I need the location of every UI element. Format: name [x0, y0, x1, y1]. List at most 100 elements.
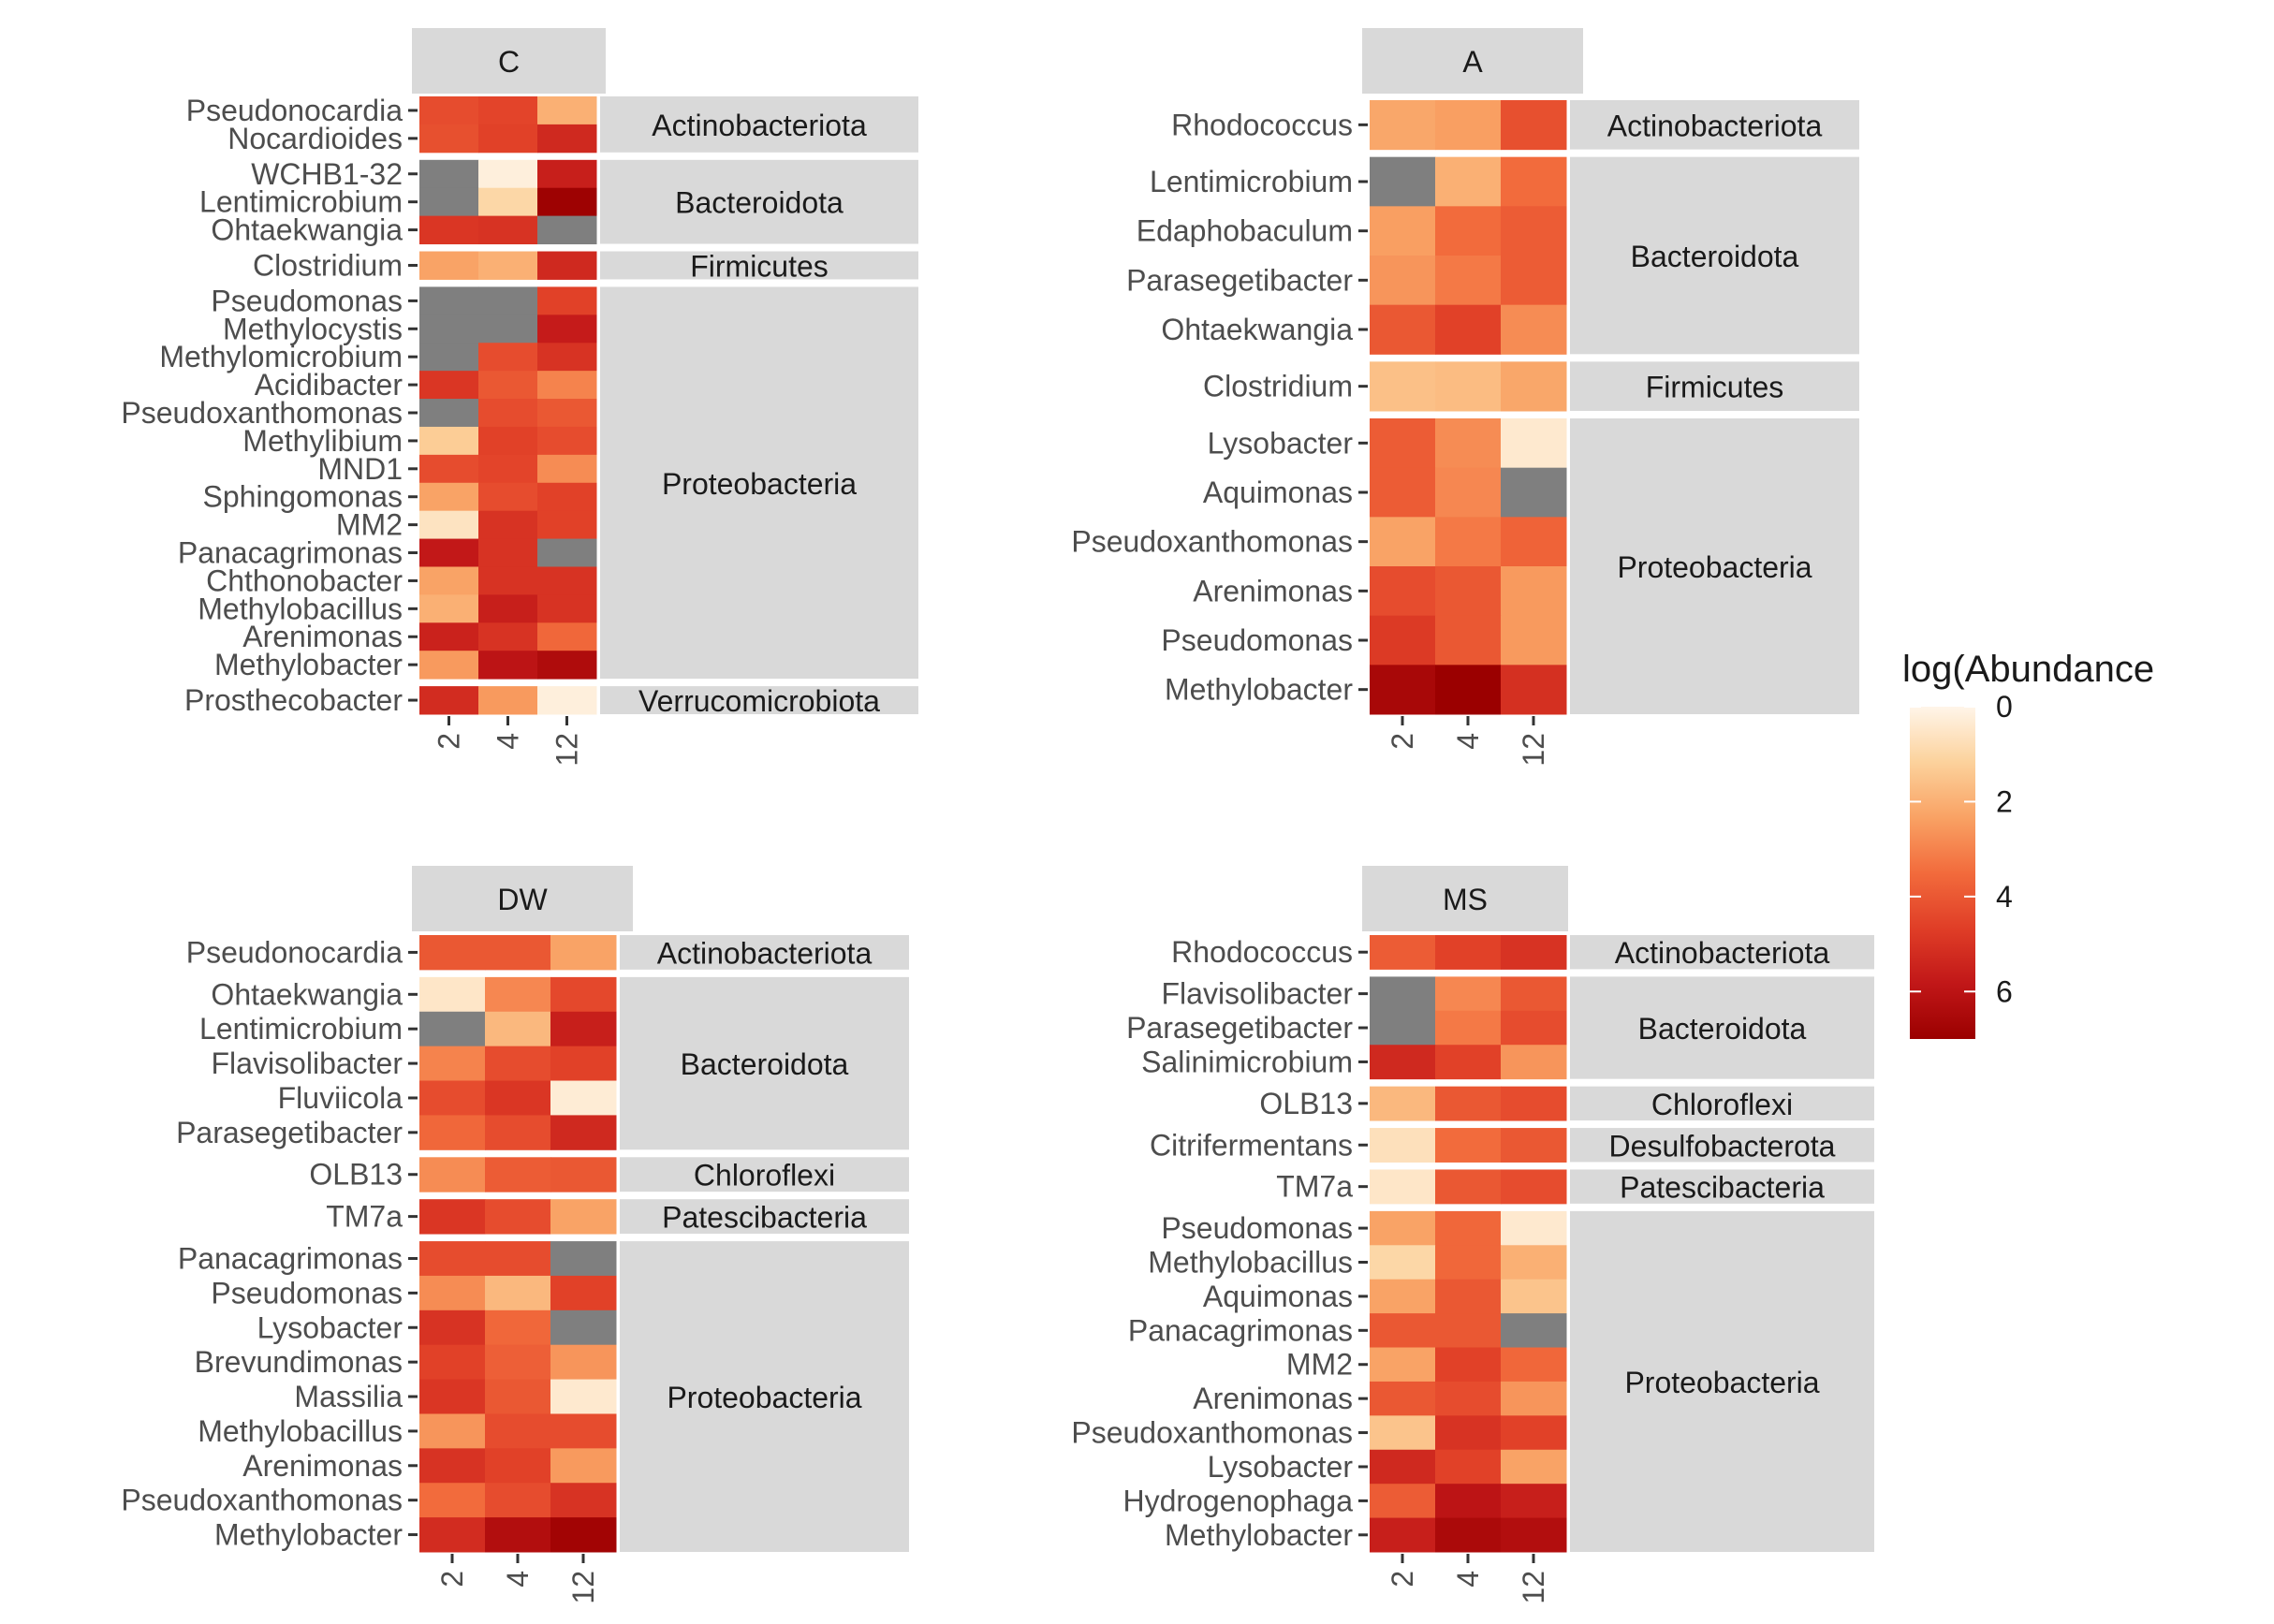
y-tick-label: Lysobacter — [1208, 426, 1354, 460]
heatmap-cell — [1370, 1210, 1436, 1246]
y-tick-label: Brevundimonas — [195, 1345, 403, 1379]
group-strip-label: Actinobacteriota — [657, 936, 873, 970]
y-tick-label: Pseudoxanthomonas — [1071, 525, 1353, 559]
heatmap-cell — [419, 1157, 486, 1192]
y-tick-label: Arenimonas — [242, 620, 403, 653]
heatmap-cell — [1435, 1517, 1502, 1553]
heatmap-cell — [1435, 517, 1502, 567]
heatmap-cell — [485, 1241, 551, 1277]
heatmap-cell — [478, 454, 538, 484]
heatmap-cell — [1370, 1313, 1436, 1349]
heatmap-cell — [478, 622, 538, 651]
legend-tick-label: 0 — [1996, 690, 2013, 724]
y-tick-label: Edaphobaculum — [1137, 214, 1353, 248]
heatmap-cell — [537, 251, 597, 280]
heatmap-cell — [485, 1379, 551, 1414]
y-tick-label: Rhodococcus — [1171, 108, 1353, 141]
heatmap-cell — [419, 1275, 486, 1311]
group-strip-label: Proteobacteria — [667, 1381, 861, 1414]
heatmap-cell — [419, 124, 479, 154]
heatmap-cell — [1370, 1449, 1436, 1485]
group-strip — [620, 976, 909, 1150]
heatmap-cell — [537, 286, 597, 315]
heatmap-cell — [537, 482, 597, 512]
heatmap-cell — [537, 159, 597, 189]
heatmap-cell — [1435, 1313, 1502, 1349]
heatmap-cell — [419, 1115, 486, 1150]
y-tick-label: Panacagrimonas — [1128, 1313, 1353, 1347]
heatmap-cell — [537, 566, 597, 595]
y-tick-label: Aquimonas — [1203, 1280, 1353, 1313]
legend-tick-label: 2 — [1996, 784, 2013, 818]
heatmap-cell — [419, 1309, 486, 1346]
heatmap-cell — [1435, 418, 1502, 469]
y-tick-label: OLB13 — [309, 1158, 403, 1192]
heatmap-cell — [1370, 1279, 1436, 1314]
heatmap-cell — [1435, 1210, 1502, 1246]
y-tick-label: Parasegetibacter — [1126, 263, 1353, 297]
heatmap-cell — [419, 1080, 486, 1116]
heatmap-cell — [1370, 615, 1436, 666]
heatmap-cell — [1501, 517, 1567, 567]
y-tick-label: Aquimonas — [1203, 475, 1353, 509]
heatmap-cell — [1370, 1045, 1436, 1080]
group-strip — [1570, 1086, 1874, 1121]
heatmap-cell — [1435, 1169, 1502, 1205]
heatmap-cell — [550, 1115, 617, 1150]
y-tick-label: Nocardioides — [227, 122, 403, 155]
heatmap-cell — [419, 510, 479, 540]
heatmap-cell — [1435, 1347, 1502, 1383]
group-strip-label: Proteobacteria — [1617, 550, 1812, 584]
heatmap-cell — [1370, 1347, 1436, 1383]
heatmap-cell — [537, 686, 597, 715]
heatmap-cell — [1501, 1279, 1567, 1314]
heatmap-cell — [419, 1448, 486, 1484]
heatmap-cell — [419, 1344, 486, 1381]
heatmap-cell — [419, 399, 479, 428]
group-strip-label: Actinobacteriota — [1615, 936, 1830, 970]
x-tick-label: 12 — [1517, 1571, 1550, 1604]
heatmap-cell — [1370, 1517, 1436, 1553]
group-strip-label: Verrucomicrobiota — [638, 684, 880, 718]
y-tick-label: Fluviicola — [278, 1081, 403, 1115]
heatmap-cell — [537, 622, 597, 651]
heatmap-cell — [419, 159, 479, 189]
y-tick-label: Clostridium — [253, 248, 403, 282]
group-strip-label: Bacteroidota — [1631, 240, 1799, 273]
x-tick-label: 4 — [501, 1571, 535, 1587]
facet-strip — [412, 28, 606, 94]
facet-strip-label: MS — [1443, 883, 1488, 916]
heatmap-cell — [537, 315, 597, 344]
y-tick-label: Ohtaekwangia — [1161, 313, 1353, 346]
group-strip-label: Bacteroidota — [1638, 1012, 1807, 1046]
heatmap-cell — [1435, 467, 1502, 518]
facet-strip-label: C — [498, 45, 520, 79]
heatmap-cell — [537, 426, 597, 456]
legend-title: log(Abundance — [1902, 649, 2154, 690]
group-strip — [1570, 100, 1859, 150]
y-tick-label: Arenimonas — [1193, 1382, 1353, 1415]
heatmap-cell — [1501, 1210, 1567, 1246]
heatmap-cell — [550, 1517, 617, 1553]
y-tick-label: Arenimonas — [1193, 574, 1353, 607]
y-tick-label: Methylibium — [242, 424, 403, 458]
heatmap-cell — [1501, 1517, 1567, 1553]
heatmap-cell — [419, 686, 479, 715]
heatmap-cell — [1435, 1010, 1502, 1046]
y-tick-label: TM7a — [1276, 1170, 1353, 1204]
heatmap-cell — [1501, 1313, 1567, 1349]
y-tick-label: Pseudoxanthomonas — [121, 1484, 403, 1517]
heatmap-cell — [478, 159, 538, 189]
heatmap-cell — [478, 686, 538, 715]
heatmap-cell — [419, 251, 479, 280]
group-strip-label: Patescibacteria — [662, 1201, 867, 1235]
y-tick-label: TM7a — [326, 1200, 403, 1234]
y-tick-label: Pseudonocardia — [186, 935, 403, 969]
x-tick-label: 2 — [433, 733, 466, 750]
x-tick-label: 2 — [435, 1571, 469, 1587]
heatmap-cell — [550, 1080, 617, 1116]
group-strip — [600, 286, 918, 680]
heatmap-cell — [1501, 615, 1567, 666]
y-tick-label: Ohtaekwangia — [211, 977, 403, 1011]
